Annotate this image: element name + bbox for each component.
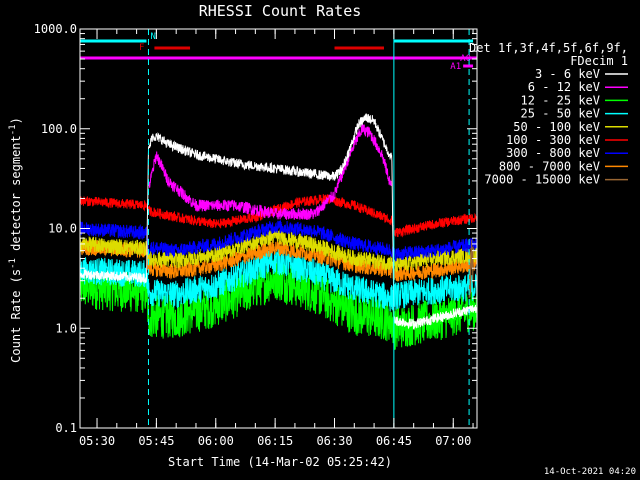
y-tick-label: 0.1: [55, 421, 77, 435]
y-axis-label: Count Rate (s-1 detector segment-1): [8, 117, 23, 363]
series-line-3-6-kev: [79, 113, 478, 331]
y-tick-label: 100.0: [41, 122, 77, 136]
x-tick-label: 05:30: [79, 434, 115, 448]
legend-entry-label: 12 - 25 keV: [521, 93, 600, 107]
chart-title: RHESSI Count Rates: [199, 2, 362, 20]
y-tick-label: 10.0: [48, 222, 77, 236]
legend-entry-label: 300 - 800 keV: [506, 146, 600, 160]
x-tick-label: 06:30: [316, 434, 352, 448]
x-tick-label: 06:45: [376, 434, 412, 448]
svg-text:Count Rate (s-1 detector segme: Count Rate (s-1 detector segment-1): [8, 117, 23, 363]
flag-label-a1: A1: [450, 62, 461, 72]
legend-header-line: FDecim 1: [570, 54, 628, 68]
series-line-6-12-kev: [148, 123, 392, 221]
series-line-50-100-kev: [79, 228, 478, 273]
legend-entry-label: 25 - 50 keV: [521, 107, 600, 121]
footer-timestamp: 14-Oct-2021 04:20: [544, 467, 636, 477]
legend: Det 1f,3f,4f,5f,6f,9f,FDecim 13 - 6 keV6…: [469, 41, 628, 187]
legend-entry-label: 800 - 7000 keV: [499, 159, 600, 173]
legend-entry-label: 3 - 6 keV: [535, 67, 600, 81]
legend-entry-label: 6 - 12 keV: [528, 80, 600, 94]
x-tick-label: 05:45: [138, 434, 174, 448]
y-tick-label: 1.0: [55, 321, 77, 335]
legend-entry-label: 7000 - 15000 keV: [484, 173, 600, 187]
legend-entry-label: 100 - 300 keV: [506, 133, 600, 147]
legend-header-line: Det 1f,3f,4f,5f,6f,9f,: [469, 41, 628, 55]
y-tick-label: 1000.0: [34, 22, 77, 36]
legend-entry-label: 50 - 100 keV: [513, 120, 600, 134]
flag-label-a0: A0: [460, 54, 471, 64]
series-line-12-25-kev: [79, 259, 478, 351]
series-line-300-800-kev: [79, 220, 478, 262]
x-tick-label: 06:00: [198, 434, 234, 448]
x-tick-label: 07:00: [435, 434, 471, 448]
x-tick-label: 06:15: [257, 434, 293, 448]
flag-label-n: N: [150, 32, 155, 42]
x-axis-label: Start Time (14-Mar-02 05:25:42): [168, 455, 392, 469]
flag-label-f: F: [139, 43, 144, 53]
